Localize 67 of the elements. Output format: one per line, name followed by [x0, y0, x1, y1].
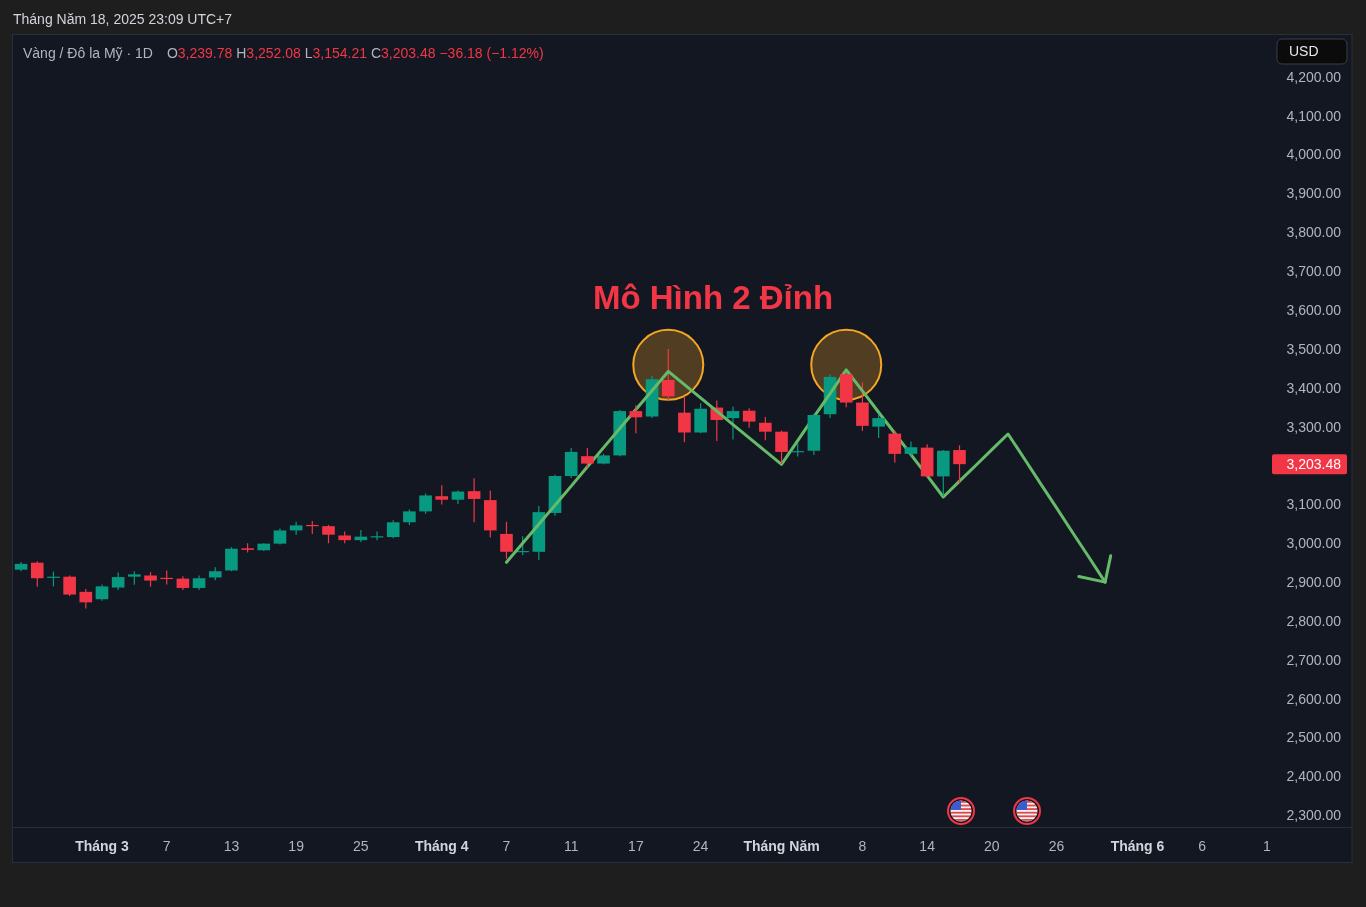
x-tick-label: 17 — [628, 837, 644, 854]
annotation: Mô Hình 2 Đỉnh — [592, 278, 834, 316]
candlestick — [775, 429, 788, 465]
x-tick-label: Tháng 6 — [1110, 837, 1165, 854]
y-tick-label: 3,400.00 — [1286, 379, 1342, 396]
y-tick-label: 3,100.00 — [1286, 496, 1342, 513]
candlestick — [30, 560, 44, 588]
candlestick — [581, 447, 594, 469]
x-tick-label: 25 — [353, 837, 369, 854]
y-tick-label: 4,200.00 — [1286, 68, 1342, 85]
x-tick-label: 26 — [1048, 837, 1065, 854]
y-tick-label: 3,500.00 — [1286, 340, 1342, 357]
candlestick — [953, 444, 966, 484]
candlestick — [678, 395, 691, 443]
y-tick-label: 2,300.00 — [1286, 807, 1342, 824]
candlestick — [759, 416, 772, 441]
x-tick-label: 14 — [919, 837, 936, 854]
text: Vàng / Đô la Mỹ · 1D — [23, 45, 153, 61]
text: O3,239.78 H3,252.08 L3,154.21 C3,203.48 −36.18 (−1.12%) — [166, 45, 544, 61]
x-tick-label: 7 — [502, 837, 511, 854]
candlestick — [872, 413, 885, 439]
x-tick-label: 20 — [984, 837, 1000, 854]
x-tick-label: Tháng Năm — [743, 837, 820, 854]
text: 3,203.48 — [1286, 456, 1342, 473]
candlestick — [694, 402, 707, 434]
y-tick-label: 4,000.00 — [1286, 146, 1342, 163]
y-tick-label: 2,700.00 — [1286, 651, 1342, 668]
x-tick-label: Tháng 4 — [414, 837, 469, 854]
y-tick-label: 2,600.00 — [1286, 690, 1342, 707]
candlestick — [63, 574, 76, 597]
y-tick-label: 2,500.00 — [1286, 729, 1342, 746]
y-tick-label: 4,100.00 — [1286, 107, 1342, 124]
y-tick-label: 3,800.00 — [1286, 224, 1342, 241]
candlestick — [467, 477, 481, 523]
text: Tháng Năm 18, 2025 23:09 UTC+7 — [13, 11, 233, 27]
candlestick — [661, 348, 675, 402]
x-tick-label: 7 — [162, 837, 171, 854]
y-axis-title: USD — [1289, 43, 1319, 60]
x-tick-label: 11 — [563, 837, 579, 854]
y-tick-label: 3,900.00 — [1286, 185, 1342, 202]
y-tick-label: 2,400.00 — [1286, 768, 1342, 785]
candlestick — [79, 588, 93, 610]
x-tick-label: 8 — [858, 837, 867, 854]
x-tick-label: 13 — [223, 837, 240, 854]
y-tick-label: 2,900.00 — [1286, 574, 1342, 591]
y-tick-label: 3,600.00 — [1286, 301, 1342, 318]
x-tick-label: 19 — [288, 837, 305, 854]
candlestick — [435, 484, 449, 505]
candlestick — [500, 521, 513, 560]
candlestick — [419, 492, 432, 515]
x-tick-label: 6 — [1198, 837, 1207, 854]
candlestick — [289, 521, 303, 536]
y-tick-label: 3,000.00 — [1286, 535, 1342, 552]
y-tick-label: 3,300.00 — [1286, 418, 1342, 435]
candlestick — [726, 405, 740, 441]
candlestick — [888, 429, 902, 464]
y-tick-label: 2,800.00 — [1286, 612, 1342, 629]
candlestick — [225, 546, 238, 572]
x-tick-label: 24 — [692, 837, 709, 854]
x-tick-label: 1 — [1263, 837, 1272, 854]
y-tick-label: 3,700.00 — [1286, 263, 1342, 280]
candlestick — [904, 440, 918, 458]
x-tick-label: Tháng 3 — [75, 837, 130, 854]
candlestick — [742, 407, 756, 429]
candlestick — [629, 404, 643, 434]
candlestick — [856, 381, 869, 432]
candlestick — [322, 524, 335, 544]
